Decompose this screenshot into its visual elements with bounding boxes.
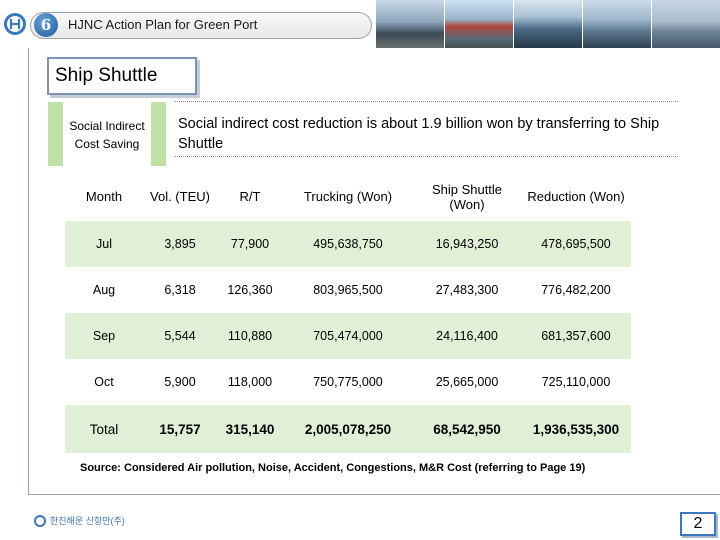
- table-cell: 126,360: [227, 283, 273, 297]
- table-cell: 315,140: [225, 421, 275, 437]
- slide-number-badge: 6: [34, 13, 58, 37]
- summary-label: Social Indirect Cost Saving: [69, 119, 145, 151]
- source-note: Source: Considered Air pollution, Noise,…: [80, 462, 586, 474]
- table-total-row: Total 15,757 315,140 2,005,078,250 68,54…: [65, 405, 631, 453]
- table-cell: Oct: [94, 375, 114, 389]
- header-bar: [30, 12, 372, 39]
- footer-divider: [28, 494, 720, 495]
- table-cell: 16,943,250: [435, 237, 499, 251]
- table-header-row: Month Vol. (TEU) R/T Trucking (Won) Ship…: [65, 172, 631, 221]
- container-ship-photo: [513, 0, 582, 48]
- column-header-ship-shuttle: Ship Shuttle (Won): [431, 181, 503, 212]
- table-cell: 118,000: [227, 375, 273, 389]
- table-cell: Total: [89, 421, 119, 437]
- table-cell: 15,757: [159, 421, 201, 437]
- table-cell: 681,357,600: [541, 329, 611, 343]
- column-header-rt: R/T: [239, 189, 261, 204]
- table-cell: 1,936,535,300: [532, 421, 620, 437]
- table-cell: 6,318: [164, 283, 196, 297]
- table-cell: 495,638,750: [313, 237, 383, 251]
- section-title: Ship Shuttle: [55, 65, 158, 86]
- table-cell: 110,880: [227, 329, 273, 343]
- table-cell: 725,110,000: [541, 375, 611, 389]
- table-cell: Aug: [92, 283, 116, 297]
- page-number: 2: [680, 512, 716, 536]
- summary-divider-top: [175, 101, 678, 102]
- table-cell: 77,900: [230, 237, 270, 251]
- table-cell: Sep: [92, 329, 116, 343]
- column-header-reduction: Reduction (Won): [527, 189, 625, 204]
- footer-company-logo: 한진해운 신항만(주): [34, 514, 125, 527]
- table-cell: 5,544: [164, 329, 196, 343]
- table-cell: 3,895: [164, 237, 196, 251]
- header-photo-strip: [375, 0, 720, 48]
- summary-label-box: Social Indirect Cost Saving: [48, 102, 166, 166]
- left-divider: [28, 48, 29, 494]
- table-cell: 705,474,000: [313, 329, 383, 343]
- table-row: Aug 6,318 126,360 803,965,500 27,483,300…: [65, 267, 631, 313]
- table-cell: 478,695,500: [541, 237, 611, 251]
- table-cell: Jul: [96, 237, 112, 251]
- table-cell: 803,965,500: [313, 283, 383, 297]
- table-row: Jul 3,895 77,900 495,638,750 16,943,250 …: [65, 221, 631, 267]
- cost-reduction-table: Month Vol. (TEU) R/T Trucking (Won) Ship…: [65, 172, 631, 453]
- port-crane-photo: [375, 0, 444, 48]
- bridge-photo: [582, 0, 651, 48]
- column-header-trucking: Trucking (Won): [303, 189, 393, 204]
- table-row: Oct 5,900 118,000 750,775,000 25,665,000…: [65, 359, 631, 405]
- table-cell: 750,775,000: [313, 375, 383, 389]
- header-title: HJNC Action Plan for Green Port: [68, 17, 258, 32]
- section-title-box: Ship Shuttle: [47, 57, 197, 95]
- table-cell: 25,665,000: [435, 375, 499, 389]
- column-header-month: Month: [85, 189, 123, 204]
- table-cell: 68,542,950: [433, 421, 501, 437]
- table-cell: 5,900: [164, 375, 196, 389]
- table-cell: 776,482,200: [541, 283, 611, 297]
- summary-text: Social indirect cost reduction is about …: [178, 116, 660, 152]
- company-logo-icon: [4, 13, 26, 35]
- footer-logo-icon: [34, 514, 46, 527]
- table-cell: 24,116,400: [436, 329, 498, 343]
- gantry-crane-photo: [444, 0, 513, 48]
- footer-logo-text: 한진해운 신항만(주): [50, 516, 125, 526]
- summary-divider-bottom: [175, 156, 678, 157]
- harbor-photo: [651, 0, 720, 48]
- column-header-volume: Vol. (TEU): [150, 189, 210, 204]
- table-row: Sep 5,544 110,880 705,474,000 24,116,400…: [65, 313, 631, 359]
- table-cell: 2,005,078,250: [304, 421, 392, 437]
- table-cell: 27,483,300: [435, 283, 499, 297]
